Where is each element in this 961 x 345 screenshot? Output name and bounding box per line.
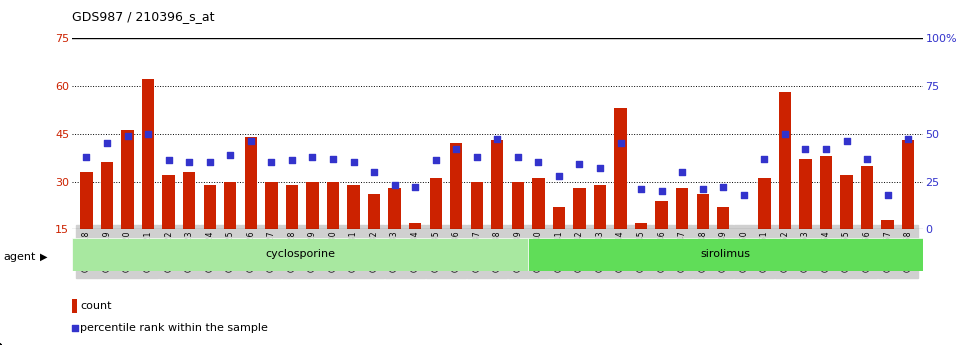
Point (428, 158, 443, 163)
Point (552, 173, 567, 179)
Text: agent: agent (3, 252, 36, 262)
Point (469, 154, 484, 159)
Bar (697, 194, 709, 229)
Point (880, 192, 896, 198)
Bar (347, 185, 359, 229)
Bar (676, 188, 688, 229)
Point (859, 156, 875, 161)
Text: sirolimus: sirolimus (701, 249, 751, 259)
Bar (368, 194, 381, 229)
Point (182, 160, 197, 165)
Point (900, 137, 916, 142)
Point (798, 146, 813, 152)
Bar (553, 207, 565, 229)
Text: count: count (80, 301, 111, 311)
Bar (820, 156, 832, 229)
Point (489, 137, 505, 142)
Bar (511, 181, 524, 229)
Point (263, 160, 279, 165)
Bar (245, 137, 257, 229)
Point (736, 192, 752, 198)
Bar (800, 159, 812, 229)
Point (233, 220, 248, 226)
Bar (450, 143, 462, 229)
Point (695, 186, 710, 192)
Bar (409, 223, 421, 229)
Point (140, 131, 156, 136)
Bar (307, 181, 319, 229)
Point (79, 154, 94, 159)
Bar (840, 175, 852, 229)
Point (654, 188, 670, 194)
Point (120, 133, 136, 138)
Point (407, 185, 423, 190)
Bar (529, 238, 923, 271)
Point (243, 139, 259, 144)
Point (284, 158, 300, 163)
Bar (491, 140, 504, 229)
Point (675, 169, 690, 175)
Point (305, 154, 320, 159)
Point (202, 160, 217, 165)
Bar (285, 185, 298, 229)
Point (366, 169, 382, 175)
Bar (388, 188, 401, 229)
Bar (594, 185, 606, 229)
Text: ▶: ▶ (40, 252, 48, 262)
Bar (265, 181, 278, 229)
Point (510, 154, 526, 159)
Point (839, 139, 854, 144)
Point (387, 183, 403, 188)
Point (223, 152, 238, 158)
Point (325, 156, 340, 161)
Point (716, 185, 731, 190)
Bar (121, 130, 134, 229)
Bar (881, 220, 894, 229)
Bar (204, 185, 216, 229)
Point (777, 131, 793, 136)
Bar (327, 181, 339, 229)
Bar (430, 178, 442, 229)
Bar (902, 140, 914, 229)
Bar (717, 207, 729, 229)
Bar (72, 299, 77, 313)
Bar (574, 188, 585, 229)
Bar (162, 175, 175, 229)
Point (449, 146, 464, 152)
Bar (861, 166, 874, 229)
Point (633, 186, 649, 192)
Bar (471, 181, 483, 229)
Bar (142, 79, 155, 229)
Text: cyclosporine: cyclosporine (265, 249, 335, 259)
Bar (532, 178, 545, 229)
Bar (101, 162, 113, 229)
Bar (183, 172, 195, 229)
Point (99, 140, 114, 146)
Bar (635, 223, 648, 229)
Bar (224, 181, 236, 229)
Bar (614, 108, 627, 229)
Point (160, 158, 176, 163)
Bar (81, 172, 92, 229)
Point (572, 161, 587, 167)
Bar (778, 92, 791, 229)
Point (346, 160, 361, 165)
Bar (758, 178, 771, 229)
Point (613, 140, 628, 146)
Bar (655, 201, 668, 229)
Text: GDS987 / 210396_s_at: GDS987 / 210396_s_at (72, 10, 214, 23)
Point (530, 160, 546, 165)
Bar (72, 238, 529, 271)
Point (592, 165, 607, 171)
Text: percentile rank within the sample: percentile rank within the sample (80, 323, 268, 333)
Point (756, 156, 772, 161)
Point (819, 146, 834, 152)
